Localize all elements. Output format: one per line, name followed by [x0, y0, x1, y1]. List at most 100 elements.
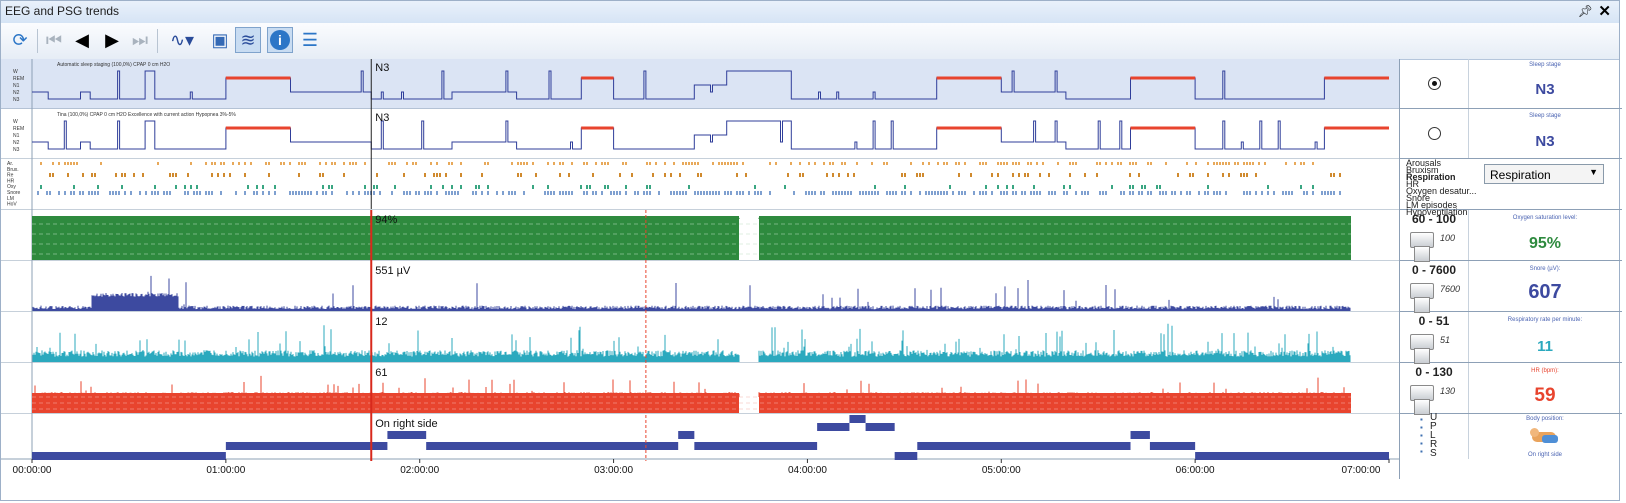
event-mark [1333, 173, 1335, 177]
event-mark [1024, 191, 1026, 195]
refresh-button[interactable]: ⟳ [7, 27, 33, 53]
event-mark [1129, 191, 1131, 195]
sleep-stage-value: N3 [1535, 133, 1555, 150]
hypnogram-label: Automatic sleep staging (100,0%) CPAP 0 … [57, 62, 170, 68]
event-mark [391, 191, 393, 195]
event-mark [970, 173, 972, 177]
event-mark [1024, 173, 1026, 177]
list-button[interactable]: ☰ [297, 27, 323, 53]
event-item[interactable]: Respiration [1406, 172, 1456, 182]
event-mark [1105, 191, 1107, 195]
first-button[interactable]: ⏮ [41, 27, 67, 53]
trend-options-button[interactable]: ∿▾ [161, 27, 203, 53]
event-mark [1321, 191, 1323, 195]
event-mark [1207, 185, 1209, 189]
event-mark [622, 162, 624, 165]
snore-range-slider-handle[interactable] [1414, 297, 1430, 313]
spo2-value: 95% [1528, 235, 1562, 252]
event-mark [430, 191, 432, 195]
events-panel [1400, 159, 1622, 210]
next-button[interactable]: ▶ [99, 27, 125, 53]
event-mark [1063, 185, 1065, 189]
event-mark [1159, 185, 1161, 189]
event-mark [652, 173, 654, 177]
event-mark [673, 162, 675, 165]
event-mark [1171, 191, 1173, 195]
event-mark [919, 191, 921, 195]
resp-rate-range-slider-handle[interactable] [1414, 348, 1430, 364]
event-mark [154, 185, 156, 189]
event-item[interactable]: Snore [1406, 193, 1431, 203]
close-icon[interactable]: ✕ [1598, 3, 1611, 20]
event-mark [298, 191, 300, 195]
hypnogram-2-radio[interactable] [1428, 127, 1441, 140]
hypnogram-line [32, 70, 1389, 100]
event-mark [586, 162, 588, 165]
event-mark [166, 191, 168, 195]
event-mark [1039, 173, 1041, 177]
event-mark [187, 191, 189, 195]
hr-range-slider-handle[interactable] [1414, 399, 1430, 415]
event-mark [442, 185, 444, 189]
event-item[interactable]: HR [1406, 179, 1419, 189]
list-icon: ☰ [301, 29, 319, 50]
event-mark [1150, 191, 1152, 195]
event-mark [1189, 173, 1191, 177]
event-item[interactable]: Hypoventilation [1406, 207, 1468, 217]
pin-icon[interactable]: 📌︎ [1577, 4, 1593, 18]
signal-button[interactable]: ≋ [235, 27, 261, 53]
info-button[interactable]: i [267, 27, 293, 53]
save-button[interactable]: ▣ [207, 27, 233, 53]
event-mark [1117, 162, 1119, 165]
event-mark [244, 173, 246, 177]
event-mark [1180, 191, 1182, 195]
prev-button[interactable]: ◀ [69, 27, 95, 53]
event-mark [298, 173, 300, 177]
event-mark [475, 185, 477, 189]
event-mark [163, 191, 165, 195]
event-mark [934, 191, 936, 195]
hypnogram-1-radio[interactable] [1428, 77, 1441, 90]
event-mark [886, 191, 888, 195]
event-item[interactable]: LM episodes [1406, 200, 1458, 210]
event-mark [388, 162, 390, 165]
event-mark [823, 191, 825, 195]
resp-rate-title: Respiratory rate per minute: [1507, 317, 1583, 323]
spo2-area [759, 216, 1351, 260]
event-mark [871, 162, 873, 165]
event-item[interactable]: Bruxism [1406, 165, 1439, 175]
spo2-range-slider-handle[interactable] [1414, 246, 1430, 262]
event-mark [1006, 162, 1008, 165]
event-item[interactable]: Arousals [1406, 158, 1442, 168]
event-mark [1003, 162, 1005, 165]
event-mark [964, 191, 966, 195]
event-mark [118, 191, 120, 195]
event-mark [742, 162, 744, 165]
event-type-dropdown[interactable]: Respiration ▼ [1484, 164, 1604, 184]
event-mark [1048, 191, 1050, 195]
event-mark [1324, 191, 1326, 195]
position-block [849, 415, 866, 423]
event-mark [922, 173, 924, 177]
event-mark [208, 191, 210, 195]
spo2-area [32, 216, 739, 260]
event-mark [808, 162, 810, 165]
event-mark [562, 162, 564, 165]
position-labels: U P L R S [1430, 413, 1437, 459]
event-mark [268, 173, 270, 177]
event-mark [601, 191, 603, 195]
event-mark [1021, 191, 1023, 195]
event-type-list[interactable]: Arousals Bruxism Respiration HR Oxygen d… [1406, 158, 1481, 217]
last-button[interactable]: ⏭ [127, 27, 153, 53]
event-mark [184, 185, 186, 189]
event-mark [1207, 173, 1209, 177]
event-mark [307, 191, 309, 195]
event-mark [838, 191, 840, 195]
event-mark [559, 191, 561, 195]
event-item[interactable]: Oxygen desatur... [1406, 186, 1477, 196]
event-mark [850, 191, 852, 195]
event-mark [283, 162, 285, 165]
event-mark [886, 162, 888, 165]
event-mark [739, 191, 741, 195]
